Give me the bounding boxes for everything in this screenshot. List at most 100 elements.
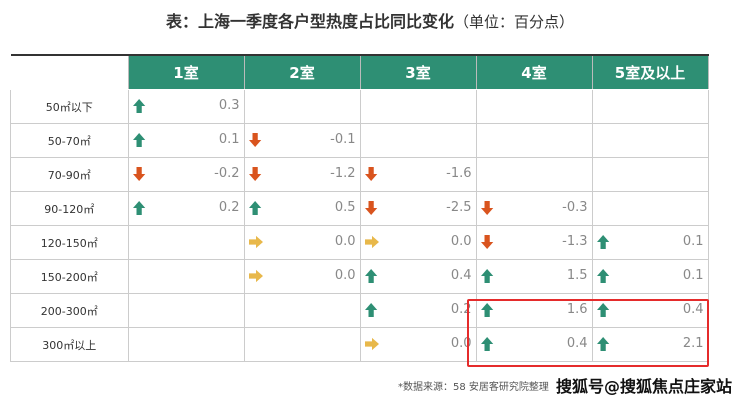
arrow-flat-icon — [248, 269, 263, 283]
table-row: 70-90㎡ -0.2 -1.2 -1.6 — [10, 157, 709, 192]
arrow-down-icon — [248, 133, 261, 147]
arrow-up-icon — [596, 269, 609, 283]
cell-value: -0.2 — [214, 166, 240, 181]
arrow-up-icon — [480, 269, 493, 283]
arrow-up-icon — [596, 235, 609, 249]
data-cell: 1.5 — [475, 259, 593, 294]
data-cell — [591, 89, 709, 124]
data-cell — [475, 157, 593, 192]
data-cell — [127, 327, 245, 362]
data-cell: -1.6 — [359, 157, 477, 192]
row-label: 70-90㎡ — [10, 157, 129, 192]
data-cell: 0.3 — [127, 89, 245, 124]
cell-value: 2.1 — [682, 336, 704, 351]
cell-value: 0.0 — [334, 268, 356, 283]
row-label: 50㎡以下 — [10, 89, 129, 124]
data-cell — [591, 123, 709, 158]
cell-value: 0.1 — [682, 234, 704, 249]
cell-value: 0.4 — [682, 302, 704, 317]
arrow-down-icon — [248, 167, 261, 181]
cell-value: 0.3 — [218, 98, 240, 113]
arrow-down-icon — [480, 235, 493, 249]
data-cell — [591, 157, 709, 192]
arrow-flat-icon — [364, 235, 379, 249]
cell-value: 0.0 — [450, 336, 472, 351]
cell-value: 0.0 — [450, 234, 472, 249]
data-cell: 0.1 — [591, 259, 709, 294]
row-label: 300㎡以上 — [10, 327, 129, 362]
data-cell — [359, 89, 477, 124]
heat-change-table: 1室 2室 3室 4室 5室及以上 50㎡以下 0.3 50-70㎡ 0.1 -0.1 70-90… — [10, 54, 709, 362]
data-cell: 0.4 — [475, 327, 593, 362]
row-label: 90-120㎡ — [10, 191, 129, 226]
arrow-down-icon — [364, 201, 377, 215]
cell-value: -1.6 — [446, 166, 472, 181]
table-row: 200-300㎡ 0.2 1.6 0.4 — [10, 293, 709, 328]
watermark: 搜狐号@搜狐焦点庄家站 — [556, 377, 733, 396]
row-label: 200-300㎡ — [10, 293, 129, 328]
cell-value: 0.1 — [218, 132, 240, 147]
cell-value: 0.2 — [450, 302, 472, 317]
arrow-flat-icon — [364, 337, 379, 351]
column-header: 2室 — [243, 54, 361, 90]
data-cell: 0.0 — [359, 327, 477, 362]
data-cell: -0.1 — [243, 123, 361, 158]
cell-value: 0.0 — [334, 234, 356, 249]
cell-value: -1.2 — [330, 166, 356, 181]
data-cell: -1.2 — [243, 157, 361, 192]
table-row: 300㎡以上 0.0 0.4 2.1 — [10, 327, 709, 362]
column-header: 1室 — [127, 54, 245, 90]
data-cell: 0.1 — [591, 225, 709, 260]
data-cell — [243, 327, 361, 362]
corner-cell — [10, 54, 129, 90]
arrow-up-icon — [364, 303, 377, 317]
column-header: 5室及以上 — [591, 54, 709, 90]
arrow-down-icon — [480, 201, 493, 215]
data-cell — [475, 89, 593, 124]
data-cell: 0.4 — [359, 259, 477, 294]
table-row: 50㎡以下 0.3 — [10, 89, 709, 124]
table-title: 表：上海一季度各户型热度占比同比变化（单位：百分点） — [165, 12, 575, 31]
data-cell: -0.2 — [127, 157, 245, 192]
row-label: 120-150㎡ — [10, 225, 129, 260]
data-cell: 0.0 — [359, 225, 477, 260]
data-cell: 0.0 — [243, 259, 361, 294]
arrow-up-icon — [480, 337, 493, 351]
data-cell: 0.4 — [591, 293, 709, 328]
data-cell: 2.1 — [591, 327, 709, 362]
arrow-up-icon — [132, 99, 145, 113]
data-cell: 0.0 — [243, 225, 361, 260]
arrow-up-icon — [596, 303, 609, 317]
arrow-down-icon — [132, 167, 145, 181]
data-cell — [591, 191, 709, 226]
table-row: 50-70㎡ 0.1 -0.1 — [10, 123, 709, 158]
data-source: *数据来源：58 安居客研究院整理 — [398, 382, 549, 393]
arrow-up-icon — [480, 303, 493, 317]
data-cell — [127, 225, 245, 260]
row-label: 50-70㎡ — [10, 123, 129, 158]
data-cell: 0.5 — [243, 191, 361, 226]
table-row: 120-150㎡ 0.0 0.0 -1.3 0.1 — [10, 225, 709, 260]
arrow-down-icon — [364, 167, 377, 181]
arrow-up-icon — [364, 269, 377, 283]
data-cell: 0.2 — [127, 191, 245, 226]
cell-value: -2.5 — [446, 200, 472, 215]
cell-value: 0.2 — [218, 200, 240, 215]
highlight-box — [467, 299, 709, 367]
table-row: 150-200㎡ 0.0 0.4 1.5 0.1 — [10, 259, 709, 294]
data-cell — [243, 293, 361, 328]
cell-value: 0.4 — [566, 336, 588, 351]
data-cell — [475, 123, 593, 158]
data-cell — [127, 259, 245, 294]
data-cell: -2.5 — [359, 191, 477, 226]
column-header: 4室 — [475, 54, 593, 90]
cell-value: -1.3 — [562, 234, 588, 249]
data-cell — [243, 89, 361, 124]
table-row: 90-120㎡ 0.2 0.5 -2.5 -0.3 — [10, 191, 709, 226]
cell-value: 0.4 — [450, 268, 472, 283]
cell-value: 0.1 — [682, 268, 704, 283]
arrow-up-icon — [132, 133, 145, 147]
data-cell: -1.3 — [475, 225, 593, 260]
cell-value: -0.1 — [330, 132, 356, 147]
data-cell: 0.1 — [127, 123, 245, 158]
